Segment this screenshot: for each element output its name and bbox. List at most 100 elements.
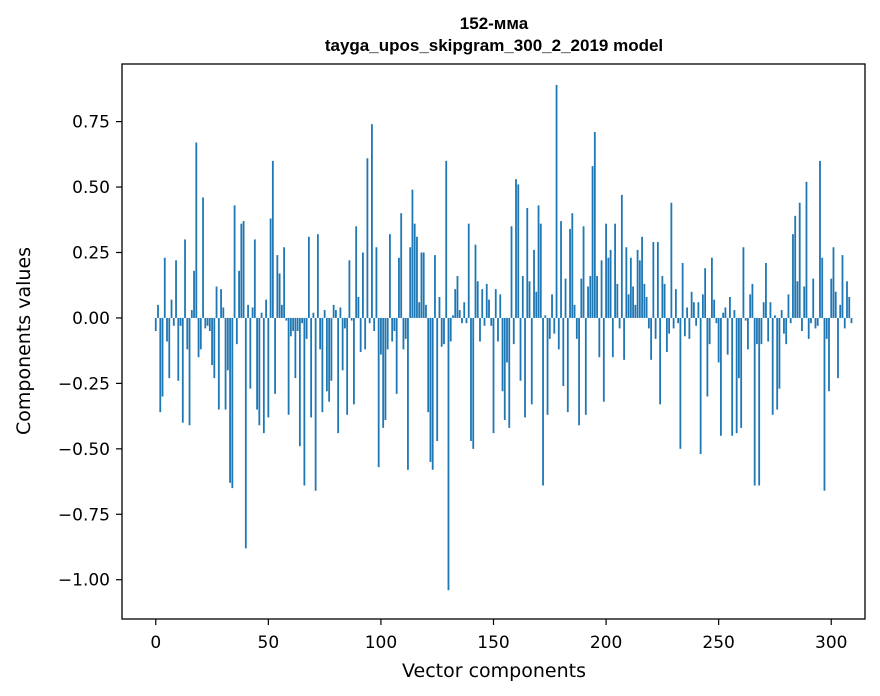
bar (184, 239, 186, 318)
bar (271, 160, 274, 318)
bar (330, 317, 333, 381)
bar (758, 317, 761, 486)
bar (789, 317, 792, 324)
bar (404, 317, 407, 339)
bar (181, 317, 184, 423)
bar (526, 207, 529, 318)
bar (701, 294, 704, 318)
bar (837, 317, 839, 379)
bar (591, 166, 594, 318)
bar (283, 247, 286, 318)
bar (609, 249, 612, 318)
bar (571, 213, 574, 318)
y-tick-label: 0.25 (72, 243, 110, 263)
bar (346, 317, 349, 415)
bar (249, 317, 252, 389)
bar (569, 228, 571, 318)
bar (395, 317, 398, 394)
x-axis-label: Vector components (402, 660, 586, 682)
bar (267, 317, 270, 418)
bar (636, 249, 639, 318)
bar (202, 197, 204, 318)
bar (215, 286, 218, 318)
bar (530, 317, 533, 405)
x-axis-ticks: 0 50 100 150 200 250 300 (150, 619, 847, 653)
bar (168, 317, 171, 379)
chart-title: 152-мма (460, 14, 529, 33)
bar (391, 317, 394, 342)
bar (659, 317, 662, 405)
bar (767, 317, 770, 342)
bar (253, 239, 256, 318)
bar (217, 317, 220, 410)
bar (199, 317, 202, 350)
x-tick-label: 50 (258, 633, 280, 653)
bar (425, 304, 427, 318)
y-axis-ticks: −1.00 −0.75 −0.50 −0.25 0.00 0.25 0.50 0.75 (58, 113, 122, 591)
bar (159, 317, 162, 413)
bar (321, 317, 324, 413)
bar (503, 317, 506, 421)
bar (834, 291, 837, 318)
bar (256, 317, 258, 410)
bar (785, 317, 788, 345)
bar (382, 317, 385, 428)
bar (301, 317, 304, 324)
bar (792, 234, 794, 318)
bar (172, 317, 175, 326)
bar (510, 226, 513, 318)
bar (656, 242, 659, 318)
bar (497, 317, 499, 342)
bar (688, 317, 691, 339)
bar (539, 223, 542, 318)
bar (337, 317, 340, 434)
bar (208, 317, 211, 332)
bar (407, 317, 409, 470)
bar (593, 132, 596, 318)
bar (193, 270, 195, 318)
bar (573, 304, 576, 318)
bar (762, 302, 765, 318)
bar (312, 312, 315, 318)
bar (679, 317, 682, 449)
bar (821, 257, 824, 318)
bar (620, 194, 623, 318)
bar (819, 160, 821, 318)
bar (499, 294, 502, 318)
x-tick-label: 0 (150, 633, 161, 653)
bar (665, 317, 668, 352)
bar (751, 283, 754, 318)
bar (418, 302, 421, 318)
bar (411, 189, 414, 318)
bar (629, 257, 632, 318)
bar (222, 307, 225, 318)
bar (517, 184, 520, 318)
bar (778, 317, 781, 389)
bar (668, 317, 671, 334)
bar (413, 223, 416, 318)
bar (402, 317, 405, 350)
bar (674, 289, 677, 318)
bar (235, 317, 238, 345)
bar (449, 317, 452, 342)
bar (251, 307, 254, 318)
bar (213, 317, 216, 379)
bar (364, 317, 367, 350)
x-tick-label: 200 (590, 633, 622, 653)
bar (454, 289, 457, 318)
bar (697, 302, 700, 318)
bar (695, 317, 698, 326)
bar (551, 294, 553, 318)
bar (738, 317, 740, 379)
bar (458, 310, 461, 318)
bar (582, 226, 585, 318)
bar (528, 281, 531, 318)
bar (452, 315, 454, 318)
bar (825, 317, 828, 339)
bar (600, 260, 603, 318)
bar (756, 317, 758, 345)
bar (672, 317, 675, 329)
bar (177, 317, 180, 381)
bar (310, 317, 313, 418)
bar (465, 317, 468, 324)
